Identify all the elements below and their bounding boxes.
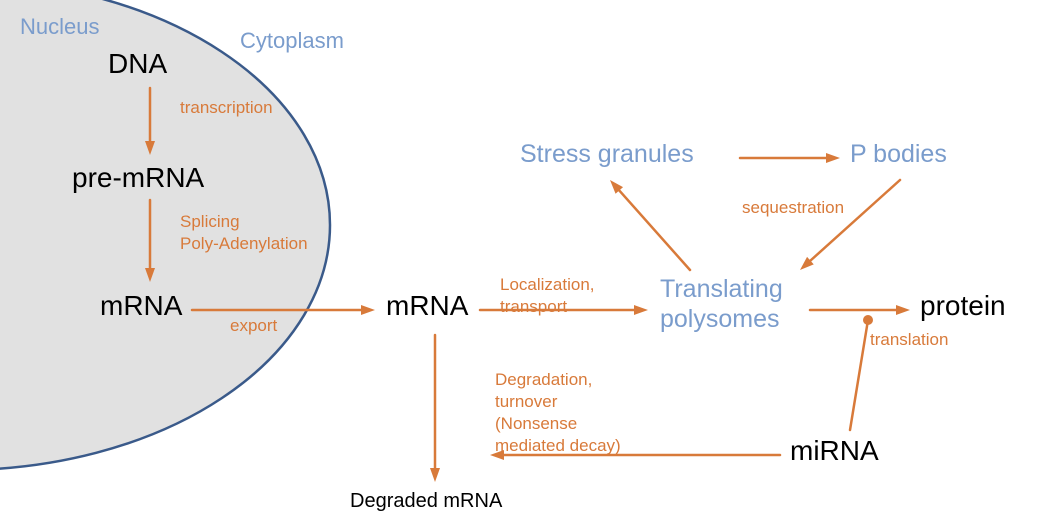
process-degradation-line1: Degradation, [495,370,592,390]
process-export: export [230,316,277,336]
process-splicing: Splicing [180,212,240,232]
arrow-polysomes-to-stress [610,180,690,270]
arrow-polysomes-to-protein [810,305,910,315]
label-cytoplasm: Cytoplasm [240,28,344,54]
arrow-premrna-to-mrna [145,200,155,282]
process-localization-line2: transport [500,297,567,317]
entity-stress-granules: Stress granules [520,140,694,169]
entity-translating-polysomes-line1: Translating [660,275,783,304]
arrow-dna-to-premrna [145,88,155,155]
entity-protein: protein [920,290,1006,322]
entity-dna: DNA [108,48,167,80]
process-degradation-line4: mediated decay) [495,436,621,456]
diagram-stage: Nucleus Cytoplasm DNA pre-mRNA mRNA mRNA… [0,0,1050,522]
process-poly-adenylation: Poly-Adenylation [180,234,308,254]
process-transcription: transcription [180,98,273,118]
entity-mrna-cytoplasm: mRNA [386,290,468,322]
arrow-mrna-export [192,305,375,315]
entity-p-bodies: P bodies [850,140,947,169]
entity-pre-mrna: pre-mRNA [72,162,204,194]
label-nucleus: Nucleus [20,14,99,40]
process-localization-line1: Localization, [500,275,595,295]
arrow-mrna-to-degraded [430,335,440,482]
process-translation: translation [870,330,948,350]
entity-translating-polysomes-line2: polysomes [660,305,780,334]
arrow-stress-to-pbodies [740,153,840,163]
process-sequestration: sequestration [742,198,844,218]
process-degradation-line3: (Nonsense [495,414,577,434]
process-degradation-line2: turnover [495,392,557,412]
entity-mrna-nucleus: mRNA [100,290,182,322]
arrow-pbodies-to-polysomes [800,180,900,270]
entity-mirna: miRNA [790,435,879,467]
entity-degraded-mrna: Degraded mRNA [350,490,502,513]
